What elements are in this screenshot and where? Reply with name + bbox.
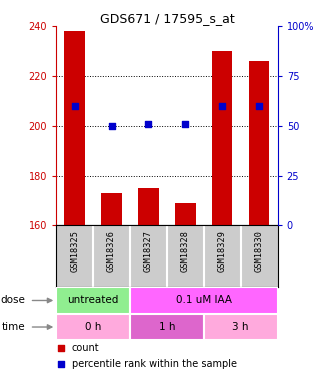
Point <box>256 103 262 109</box>
Point <box>220 103 225 109</box>
Text: untreated: untreated <box>67 296 119 306</box>
Point <box>146 121 151 127</box>
Title: GDS671 / 17595_s_at: GDS671 / 17595_s_at <box>100 12 234 25</box>
Bar <box>138 188 159 225</box>
Bar <box>65 31 85 225</box>
Point <box>204 142 210 148</box>
Text: time: time <box>2 322 25 332</box>
Bar <box>130 314 204 340</box>
Text: GSM18325: GSM18325 <box>70 230 79 272</box>
Point <box>72 103 77 109</box>
Point <box>183 121 188 127</box>
Text: percentile rank within the sample: percentile rank within the sample <box>72 358 237 369</box>
Text: GSM18329: GSM18329 <box>218 230 227 272</box>
Bar <box>101 193 122 225</box>
Bar <box>56 287 130 314</box>
Point <box>109 123 114 129</box>
Bar <box>175 203 195 225</box>
Text: dose: dose <box>0 296 25 306</box>
Text: GSM18327: GSM18327 <box>144 230 153 272</box>
Text: 0.1 uM IAA: 0.1 uM IAA <box>176 296 232 306</box>
Text: count: count <box>72 343 99 353</box>
Text: GSM18330: GSM18330 <box>255 230 264 272</box>
Text: 0 h: 0 h <box>85 322 101 332</box>
Text: GSM18328: GSM18328 <box>181 230 190 272</box>
Bar <box>212 51 232 225</box>
Text: 1 h: 1 h <box>159 322 175 332</box>
Bar <box>130 287 278 314</box>
Text: GSM18326: GSM18326 <box>107 230 116 272</box>
Bar <box>56 314 130 340</box>
Bar <box>249 61 269 225</box>
Bar <box>204 314 278 340</box>
Point <box>204 282 210 288</box>
Text: 3 h: 3 h <box>232 322 249 332</box>
